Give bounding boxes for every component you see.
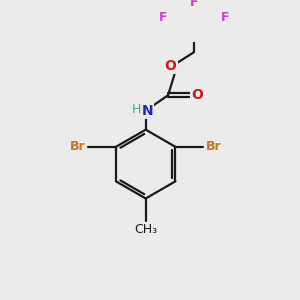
Text: F: F [159,11,167,24]
Text: F: F [220,11,229,24]
Text: H: H [131,103,141,116]
Text: O: O [191,88,203,102]
Text: Br: Br [206,140,221,153]
Text: F: F [190,0,198,9]
Text: N: N [142,104,153,118]
Text: CH₃: CH₃ [134,223,157,236]
Text: Br: Br [70,140,86,153]
Text: O: O [165,59,177,73]
